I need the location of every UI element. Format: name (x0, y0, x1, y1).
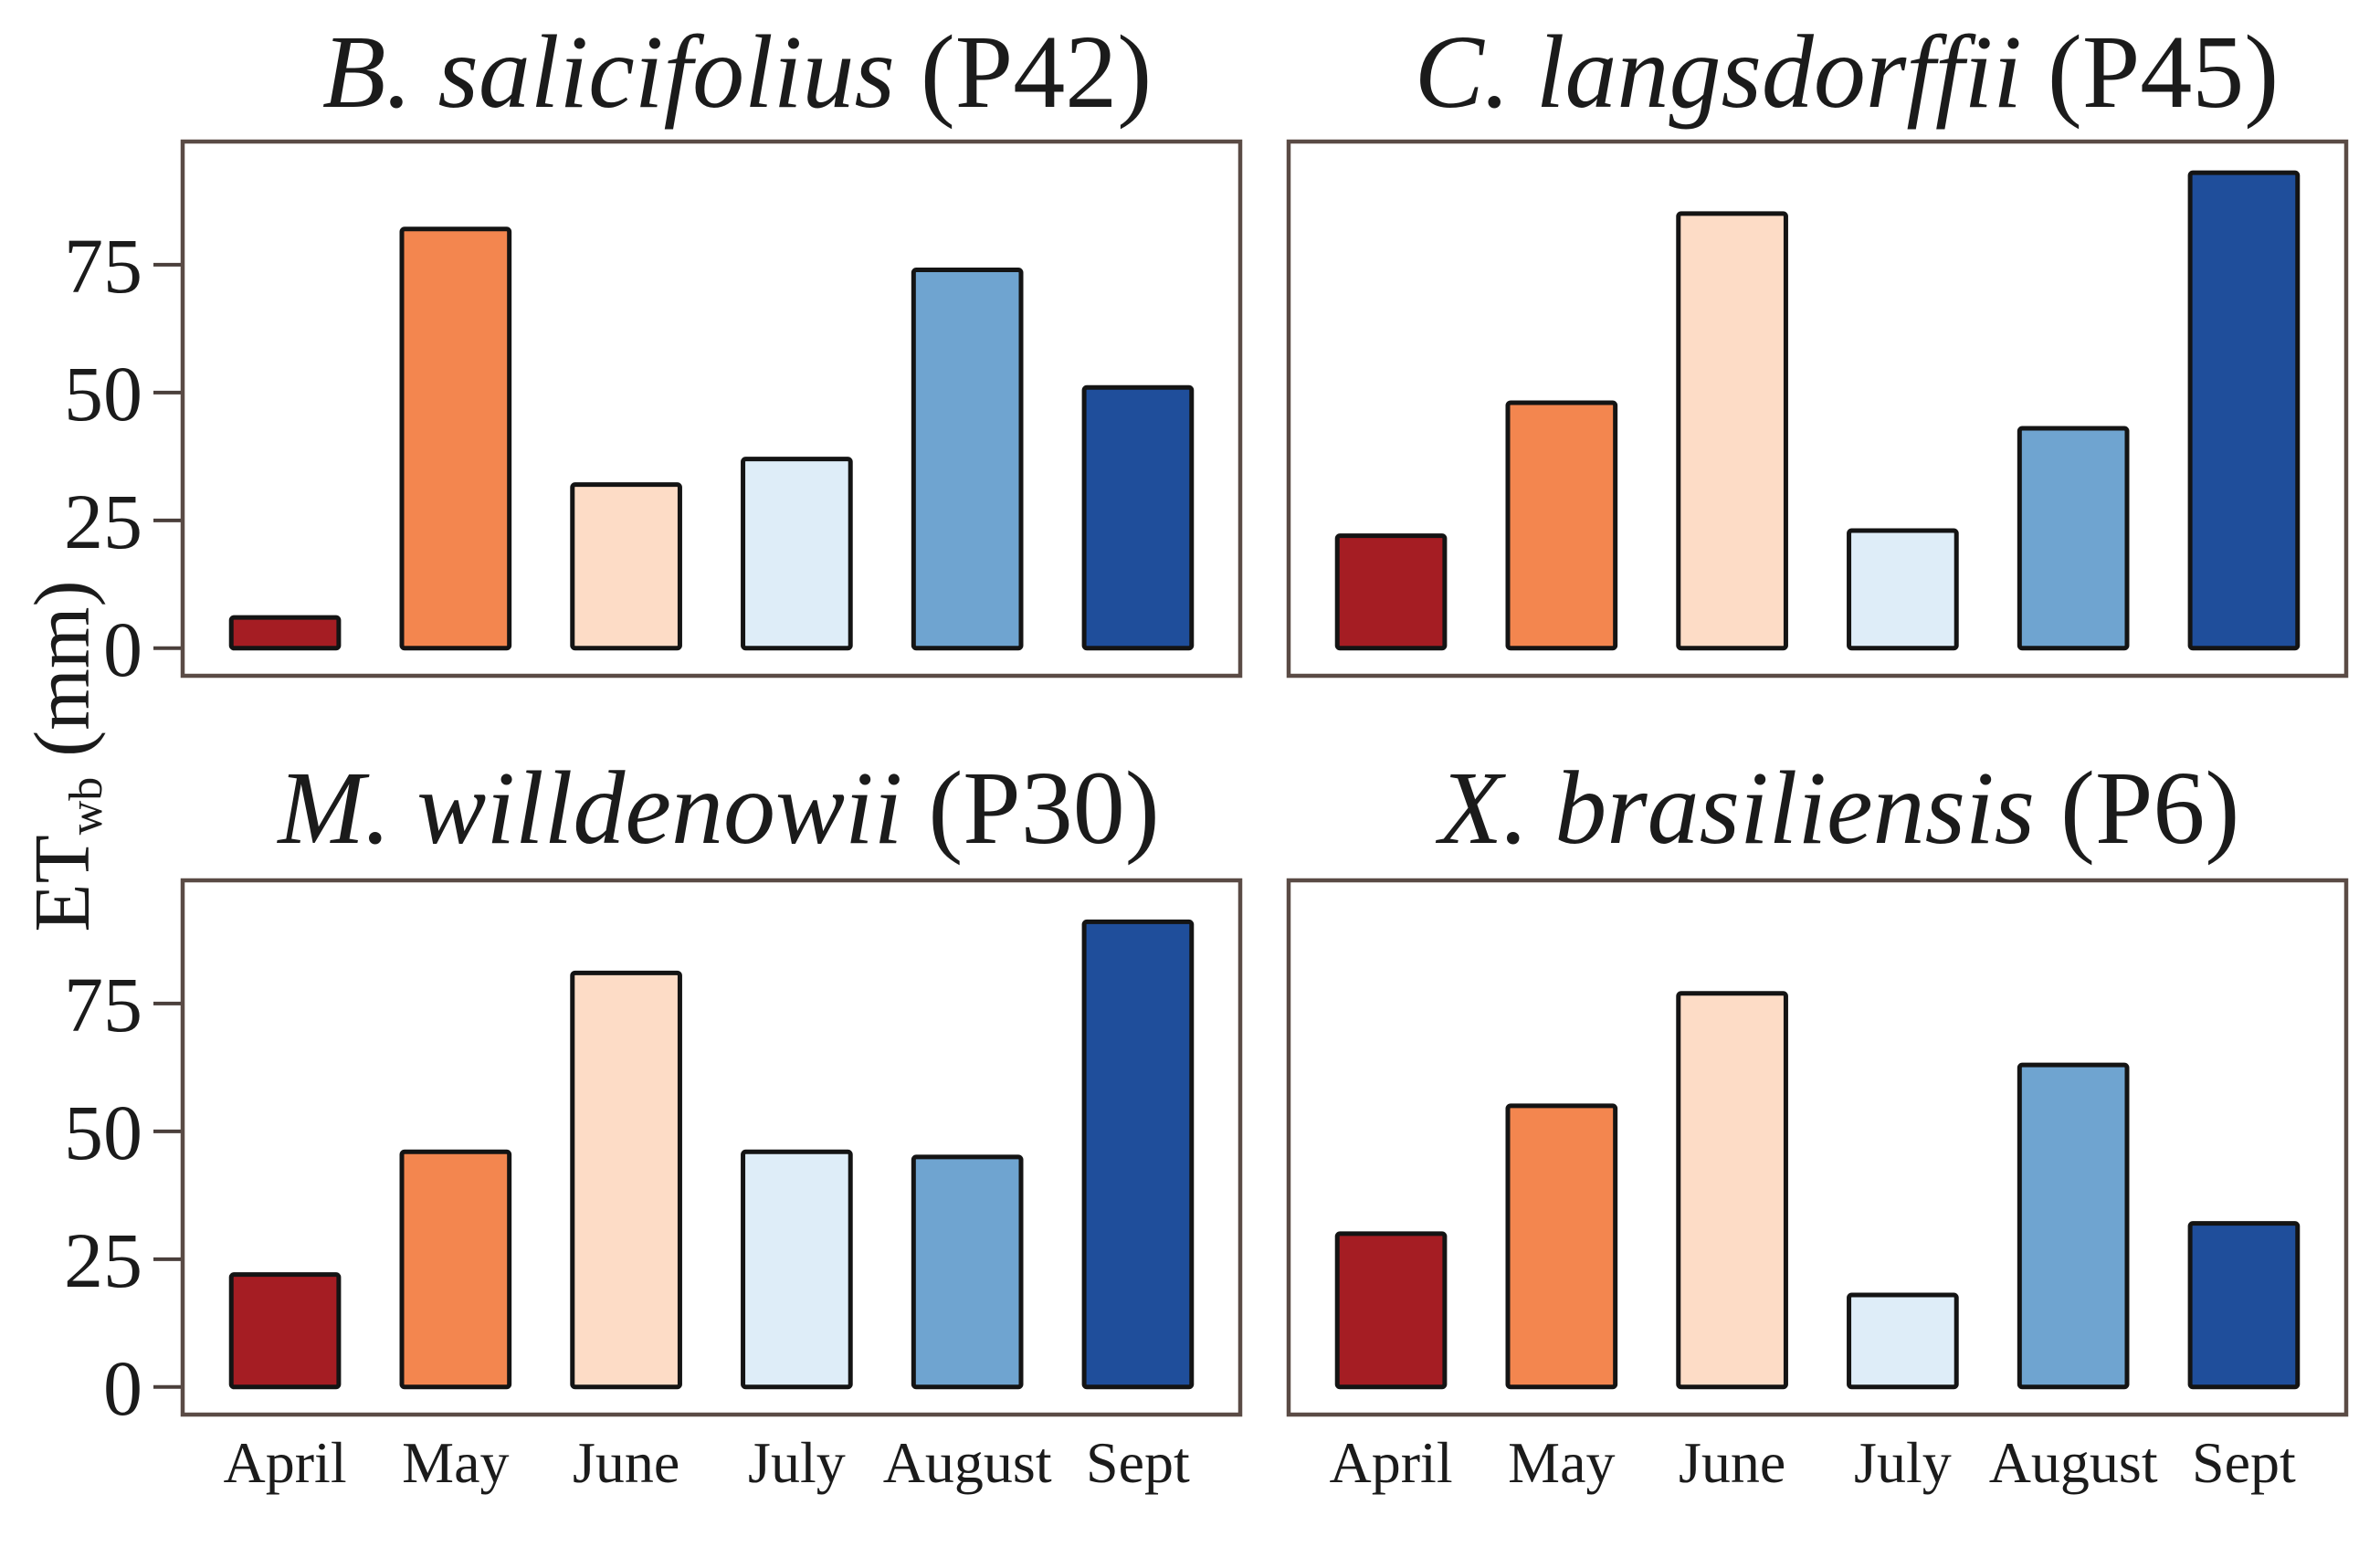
bar-sept (1081, 919, 1195, 1390)
x-tick-label-august: August (1989, 1430, 2158, 1495)
chart-panel-1: 0 25 50 75 (64, 139, 1243, 693)
bar-june (570, 482, 682, 651)
y-tick-label: 75 (64, 961, 142, 1048)
y-tick-label: 25 (64, 1216, 142, 1304)
x-tick-label-sept: Sept (2192, 1430, 2296, 1495)
y-axis-label-unit: (mm) (17, 580, 106, 756)
bar-april (228, 615, 342, 651)
bar-july (741, 457, 853, 651)
panel-frame (180, 878, 1243, 1417)
y-axis-label-main: ET (17, 835, 106, 931)
bar-april (1334, 1231, 1448, 1390)
x-tick-label-june: June (1679, 1430, 1785, 1495)
y-tick-label: 0 (103, 605, 142, 693)
bar-sept (1081, 384, 1195, 651)
bar-sept (2187, 170, 2301, 651)
panel-title-2: C. langsdorffii (P45) (1415, 14, 2279, 130)
bar-may (399, 1149, 512, 1390)
y-axis-label: ETwb (mm) (17, 580, 112, 931)
panel-title-species: M. willdenowii (276, 750, 902, 866)
bar-april (1334, 533, 1448, 651)
x-tick-label-april: April (224, 1430, 347, 1495)
panel-title-plot: (P30) (928, 750, 1159, 866)
y-tick-label: 50 (64, 1089, 142, 1176)
chart-panel-4: April May June July August Sept (1286, 878, 2349, 1495)
y-tick-label: 25 (64, 478, 142, 565)
x-tick-label-july: July (748, 1430, 846, 1495)
bar-may (399, 226, 512, 651)
panel-title-4: X. brasiliensis (P6) (1436, 750, 2240, 866)
panel-title-3: M. willdenowii (P30) (276, 750, 1159, 866)
bar-july (1847, 528, 1959, 651)
panel-frame (1286, 878, 2349, 1417)
panel-title-species: X. brasiliensis (1436, 750, 2035, 866)
bar-august (2017, 426, 2130, 651)
x-tick-label-june: June (573, 1430, 679, 1495)
x-tick-label-april: April (1330, 1430, 1453, 1495)
panel-title-plot: (P45) (2048, 14, 2279, 130)
x-tick-label-july: July (1854, 1430, 1952, 1495)
panel-title-species: B. salicifolius (322, 14, 895, 130)
bar-july (1847, 1292, 1959, 1390)
x-tick-label-sept: Sept (1086, 1430, 1190, 1495)
bar-july (741, 1149, 853, 1390)
panel-title-1: B. salicifolius (P42) (322, 14, 1152, 130)
chart-panel-3: April May June July August Sept 0 25 50 75 (64, 878, 1243, 1495)
bar-june (1676, 991, 1788, 1390)
bar-june (1676, 211, 1788, 651)
bar-august (2017, 1062, 2130, 1390)
x-tick-label-may: May (1508, 1430, 1615, 1495)
bar-may (1505, 400, 1618, 651)
y-tick-label: 50 (64, 350, 142, 437)
y-axis-label-subscript: wb (60, 777, 112, 836)
panel-title-plot: (P42) (921, 14, 1152, 130)
chart-panel-2 (1286, 139, 2349, 679)
x-tick-label-may: May (402, 1430, 509, 1495)
bar-may (1505, 1103, 1618, 1390)
bar-august (911, 1154, 1024, 1390)
panel-titles: B. salicifolius (P42) C. langsdorffii (P45… (276, 14, 2279, 866)
panel-title-species: C. langsdorffii (1415, 14, 2022, 130)
chart-panels: 0 25 50 75 April May June July August Sept 0 25 50 75… (64, 139, 2349, 1495)
y-tick-label: 0 (103, 1344, 142, 1432)
panel-title-plot: (P6) (2060, 750, 2239, 866)
x-tick-label-august: August (883, 1430, 1052, 1495)
bar-april (228, 1272, 342, 1390)
bar-june (570, 970, 682, 1390)
y-tick-label: 75 (64, 222, 142, 310)
bar-august (911, 268, 1024, 651)
panel-frame (1286, 139, 2349, 679)
panel-frame (180, 139, 1243, 679)
bar-sept (2187, 1221, 2301, 1390)
